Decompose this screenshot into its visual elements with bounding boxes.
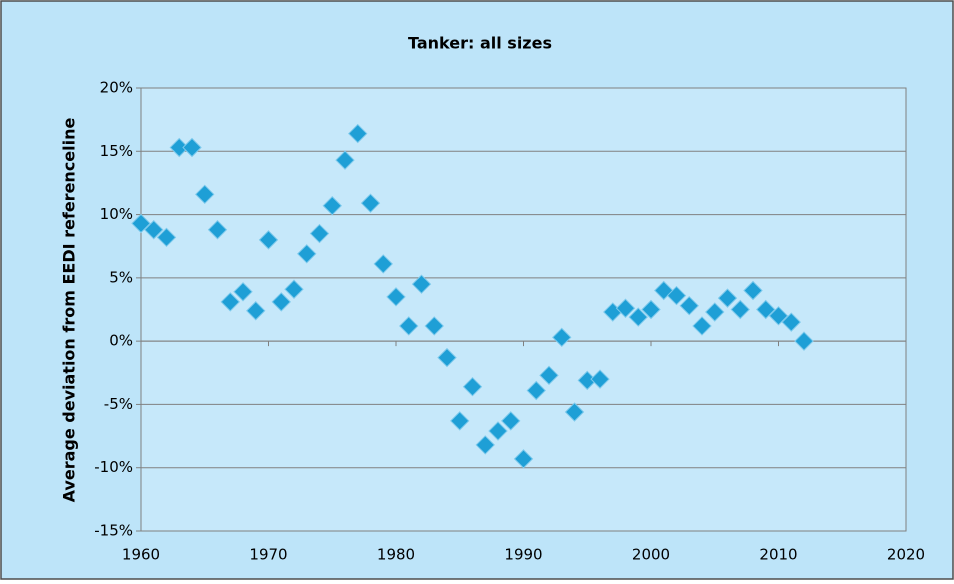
marker: [743, 280, 763, 301]
y-axis-label: Average deviation from EEDI referencelin…: [60, 117, 79, 502]
y-tick-label: -15%: [94, 522, 133, 540]
marker: [666, 285, 687, 306]
marker: [552, 327, 572, 348]
marker: [717, 288, 738, 308]
x-tick-label: 1960: [122, 546, 160, 564]
marker: [335, 150, 355, 170]
marker: [399, 316, 419, 336]
marker: [628, 307, 648, 327]
marker: [348, 123, 368, 144]
y-tick-label: -5%: [104, 395, 133, 413]
marker: [462, 377, 483, 397]
x-tick-label: 1970: [249, 546, 287, 564]
marker: [220, 292, 240, 312]
marker: [539, 365, 559, 386]
marker: [386, 287, 406, 307]
marker: [271, 292, 291, 312]
marker: [297, 244, 317, 264]
marker: [768, 306, 789, 326]
x-tick-label: 2000: [632, 546, 670, 564]
marker: [207, 220, 228, 240]
x-tick-label: 1980: [377, 546, 415, 564]
marker: [424, 316, 444, 336]
marker: [144, 220, 164, 240]
marker: [501, 411, 521, 431]
marker: [730, 299, 750, 320]
marker: [692, 316, 712, 336]
chart-title: Tanker: all sizes: [408, 34, 552, 53]
y-tick-label: 5%: [109, 268, 133, 286]
marker: [794, 331, 814, 351]
marker: [705, 302, 725, 322]
marker: [131, 213, 151, 234]
marker: [246, 301, 266, 321]
x-tick-label: 2020: [887, 546, 925, 564]
marker: [182, 137, 202, 158]
marker: [373, 254, 393, 274]
marker: [526, 380, 546, 401]
marker: [156, 227, 177, 248]
marker: [513, 449, 534, 469]
y-tick-label: 15%: [100, 142, 133, 160]
y-tick-label: 0%: [109, 332, 133, 350]
marker: [475, 435, 495, 455]
marker: [411, 274, 432, 294]
marker: [309, 223, 330, 244]
marker: [169, 137, 189, 158]
y-tick-label: 10%: [100, 205, 133, 223]
x-tick-label: 1990: [504, 546, 542, 564]
marker: [322, 196, 342, 216]
marker: [781, 312, 801, 332]
marker: [615, 298, 636, 318]
marker: [233, 282, 253, 302]
marker: [360, 193, 381, 213]
marker: [756, 299, 776, 320]
marker: [679, 295, 699, 316]
marker: [590, 369, 610, 389]
marker: [437, 347, 457, 368]
marker: [641, 299, 661, 320]
marker: [195, 184, 215, 205]
marker: [258, 230, 279, 250]
x-tick-label: 2010: [759, 546, 797, 564]
marker: [450, 411, 470, 431]
marker: [488, 421, 508, 441]
y-tick-label: -10%: [94, 458, 133, 476]
marker: [564, 402, 585, 422]
marker: [284, 279, 304, 299]
y-tick-label: 20%: [100, 79, 133, 97]
